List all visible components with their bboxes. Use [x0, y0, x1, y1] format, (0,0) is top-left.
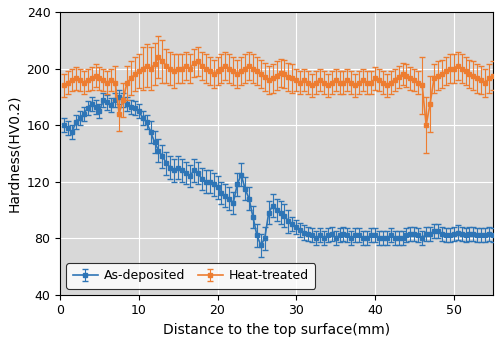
X-axis label: Distance to the top surface(mm): Distance to the top surface(mm)	[163, 323, 390, 337]
Y-axis label: Hardness(HV0.2): Hardness(HV0.2)	[7, 95, 21, 212]
Legend: As-deposited, Heat-treated: As-deposited, Heat-treated	[66, 263, 316, 289]
